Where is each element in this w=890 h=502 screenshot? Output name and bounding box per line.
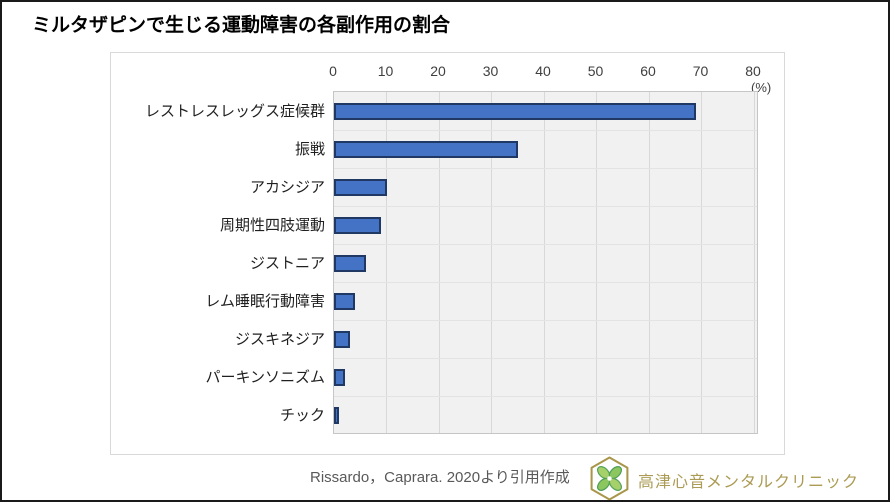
vertical-gridline: [701, 92, 702, 433]
source-citation: Rissardo，Caprara. 2020より引用作成: [310, 469, 570, 486]
bar-2: [334, 140, 518, 158]
x-tick-label: 10: [377, 63, 394, 79]
vertical-gridline: [438, 92, 440, 433]
vertical-gridline: [386, 92, 387, 433]
x-tick-label: 40: [535, 63, 551, 79]
page-title: ミルタザピンで生じる運動障害の各副作用の割合: [32, 15, 451, 36]
category-label: ジストニア: [249, 254, 325, 272]
row-separator-line: [334, 243, 757, 245]
row-separator-line: [334, 205, 757, 207]
bar-1: [334, 102, 697, 120]
bar-6: [334, 293, 355, 311]
category-label-column: レストレスレッグス症候群振戦アカシジア周期性四肢運動ジストニアレム睡眠行動障害ジ…: [111, 91, 325, 434]
vertical-gridline: [491, 92, 492, 433]
vertical-gridline: [648, 92, 650, 433]
row-separator-line: [334, 358, 757, 360]
row-separator-line: [334, 129, 757, 131]
category-label: 周期性四肢運動: [219, 216, 325, 234]
bar-5: [334, 255, 366, 272]
row-separator-line: [334, 396, 757, 398]
x-tick-label: 50: [587, 63, 604, 79]
row-separator-line: [334, 167, 757, 169]
row-separator-line: [334, 282, 757, 284]
category-label: パーキンソニズム: [205, 369, 325, 387]
category-label: アカシジア: [249, 178, 325, 196]
x-tick-label: 20: [430, 63, 446, 79]
bar-4: [334, 216, 382, 234]
plot-area: [333, 91, 758, 434]
category-label: チック: [279, 407, 325, 425]
chart-frame: (%) レストレスレッグス症候群 振戦 アカシジア 周期性四肢運動 ジストニア レム睡眠行…: [110, 52, 785, 455]
vertical-gridline: [543, 92, 545, 433]
x-tick-label: 60: [640, 63, 656, 79]
x-tick-label: 30: [482, 63, 499, 79]
bar-7: [334, 331, 350, 349]
bar-9: [334, 407, 340, 425]
category-label: レストレスレッグス症候群: [144, 102, 325, 120]
x-tick-label: 70: [692, 63, 709, 79]
row-separator-line: [334, 320, 757, 322]
category-label: ジスキネジア: [234, 331, 325, 349]
vertical-gridline: [753, 92, 755, 433]
bar-8: [334, 369, 345, 387]
category-label: レム睡眠行動障害: [205, 293, 325, 311]
x-tick-label: 80: [745, 63, 761, 79]
category-label: 振戦: [294, 140, 325, 158]
bar-3: [334, 178, 387, 196]
clinic-name: 高津心音メンタルクリニック: [638, 474, 860, 491]
hexagon-clover-logo-icon: [590, 456, 629, 500]
vertical-gridline: [596, 92, 597, 433]
x-tick-label: 0: [329, 63, 337, 79]
